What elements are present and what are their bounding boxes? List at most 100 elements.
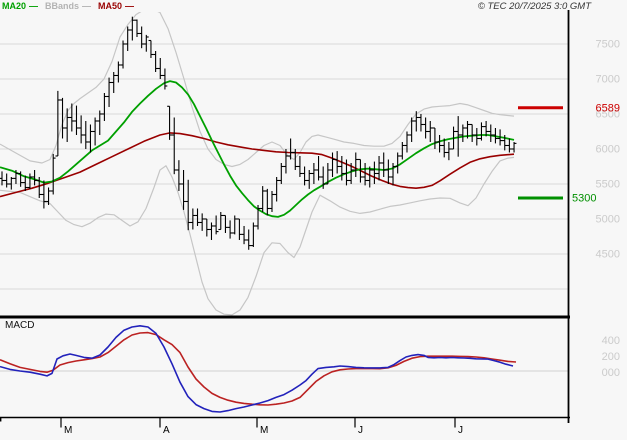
- macd-axis-labels: 400 200 000: [602, 335, 620, 379]
- ohlc-bar: [353, 152, 359, 177]
- ohlc-bar: [423, 117, 429, 139]
- ohlc-bar: [497, 129, 503, 146]
- ohlc-bar: [83, 120, 89, 149]
- ohlc-bar: [334, 151, 340, 174]
- ohlc-bar: [167, 105, 172, 140]
- ohlc-bar: [18, 171, 24, 187]
- bollinger-lower-line: [0, 156, 515, 316]
- ma50-line: [0, 132, 515, 198]
- ohlc-bar: [255, 204, 261, 230]
- ohlc-bar: [218, 211, 224, 231]
- ohlc-bar: [8, 176, 14, 190]
- ohlc-bar: [129, 16, 135, 41]
- macd-pane-title: MACD: [5, 320, 35, 331]
- ohlc-bar: [348, 162, 354, 184]
- macd-lines: [0, 324, 517, 413]
- svg-text:6000: 6000: [596, 143, 620, 155]
- ohlc-bar: [162, 68, 168, 90]
- ohlc-bar: [50, 153, 56, 195]
- ohlc-bar: [120, 40, 126, 69]
- ohlc-bar: [55, 90, 61, 157]
- ohlc-bar: [4, 173, 10, 188]
- ohlc-bar: [185, 179, 191, 231]
- bollinger-bands: [0, 12, 515, 316]
- ohlc-bar: [181, 169, 186, 210]
- ohlc-bar: [227, 220, 233, 239]
- ohlc-bar: [292, 148, 298, 170]
- ohlc-bar: [325, 162, 331, 185]
- ohlc-bar: [502, 134, 508, 151]
- ohlc-bar: [232, 215, 238, 235]
- ohlc-bar: [157, 57, 163, 79]
- ohlc-bar: [148, 39, 154, 58]
- ohlc-bar: [92, 117, 98, 146]
- ohlc-bar: [125, 26, 131, 51]
- ohlc-bar: [241, 225, 247, 245]
- svg-text:M: M: [64, 425, 72, 436]
- ohlc-bar: [64, 108, 70, 142]
- ohlc-bar: [385, 159, 391, 184]
- ohlc-bar: [297, 155, 303, 177]
- ohlc-bar: [115, 61, 121, 83]
- ohlc-bar: [27, 173, 33, 189]
- ohlc-bar: [446, 141, 452, 161]
- macd-line: [0, 324, 514, 413]
- ohlc-bar: [320, 166, 326, 189]
- ohlc-bar: [506, 138, 512, 153]
- legend-ma50-dash: —: [125, 1, 135, 11]
- ohlc-bar: [46, 187, 51, 205]
- ohlc-bar: [479, 122, 484, 141]
- svg-text:400: 400: [602, 335, 620, 347]
- ohlc-bar: [88, 124, 93, 153]
- ohlc-bar: [399, 141, 405, 160]
- ohlc-bar: [316, 155, 321, 181]
- ohlc-bar: [493, 127, 498, 144]
- ohlc-bar: [199, 213, 205, 231]
- ohlc-bar: [339, 155, 345, 181]
- resistance-level-label: 6589: [596, 102, 620, 114]
- ohlc-bar: [36, 176, 42, 198]
- ohlc-bar: [13, 169, 19, 184]
- ohlc-bar: [427, 120, 433, 142]
- ohlc-bar: [264, 188, 270, 216]
- x-axis-ticks: [60, 417, 456, 428]
- candlestick-series: [0, 16, 517, 250]
- svg-text:7500: 7500: [596, 38, 620, 50]
- ohlc-bar: [111, 71, 117, 93]
- ohlc-bar: [488, 124, 494, 142]
- ohlc-bar: [41, 180, 47, 209]
- ohlc-bar: [171, 117, 177, 175]
- ohlc-bar: [344, 159, 349, 186]
- ohlc-bar: [362, 162, 368, 186]
- ohlc-bar: [260, 186, 266, 212]
- ohlc-bar: [460, 124, 466, 142]
- chart-frame: [0, 10, 570, 423]
- ohlc-bar: [409, 117, 415, 142]
- ohlc-bar: [311, 162, 317, 184]
- chart-legend: MA20 — BBands — MA50 —: [2, 0, 134, 12]
- ohlc-bar: [32, 169, 37, 186]
- ohlc-bar: [367, 166, 373, 188]
- ohlc-bar: [511, 141, 517, 153]
- legend-ma50-label: MA50: [98, 1, 123, 11]
- ohlc-bar: [437, 134, 442, 153]
- support-level-label: 5300: [572, 192, 596, 204]
- macd-signal-line: [0, 331, 517, 406]
- ohlc-bar: [204, 218, 210, 237]
- ohlc-bar: [102, 92, 107, 121]
- svg-text:M: M: [260, 425, 268, 436]
- legend-bbands-label: BBands: [45, 1, 80, 11]
- ohlc-bar: [278, 162, 284, 184]
- ma20-line: [0, 80, 515, 218]
- ohlc-bar: [190, 208, 196, 230]
- alert-levels: [518, 106, 563, 200]
- ohlc-bar: [269, 190, 275, 212]
- ohlc-bar: [395, 152, 401, 174]
- price-axis-labels: 7500 7000 6500 6000 5500 5000 4500: [596, 38, 620, 260]
- ohlc-bar: [78, 115, 84, 144]
- svg-text:A: A: [163, 425, 170, 436]
- ohlc-bar: [404, 131, 410, 153]
